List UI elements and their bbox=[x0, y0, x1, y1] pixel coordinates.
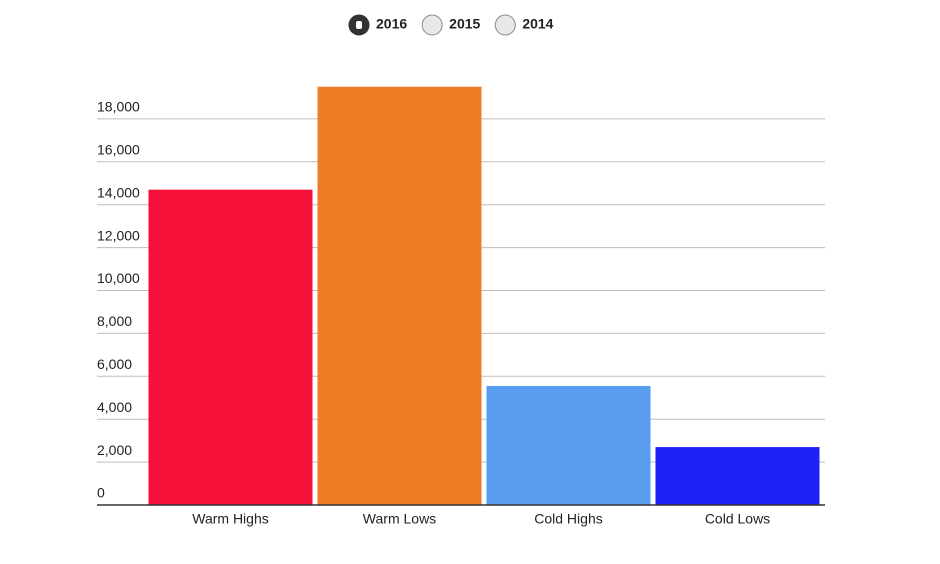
x-tick-label: Warm Lows bbox=[363, 511, 436, 527]
y-tick-label: 6,000 bbox=[97, 356, 132, 372]
legend-option[interactable]: 2016 bbox=[348, 14, 407, 36]
radio bbox=[494, 14, 516, 36]
y-tick-label: 12,000 bbox=[97, 227, 140, 243]
x-tick-label: Cold Lows bbox=[705, 511, 770, 527]
radio bbox=[421, 14, 443, 36]
y-tick-label: 10,000 bbox=[97, 270, 140, 286]
x-tick-label: Warm Highs bbox=[192, 511, 269, 527]
bar bbox=[655, 447, 820, 505]
y-tick-label: 16,000 bbox=[97, 142, 140, 158]
y-tick-label: 2,000 bbox=[97, 442, 132, 458]
y-tick-label: 8,000 bbox=[97, 313, 132, 329]
bar bbox=[148, 189, 313, 505]
y-tick-label: 14,000 bbox=[97, 184, 140, 200]
y-tick-label: 18,000 bbox=[97, 99, 140, 115]
bar bbox=[317, 86, 482, 505]
bar bbox=[486, 385, 651, 505]
legend-label: 2015 bbox=[449, 16, 480, 32]
x-tick-label: Cold Highs bbox=[534, 511, 602, 527]
legend-label: 2016 bbox=[376, 16, 407, 32]
legend-option[interactable]: 2015 bbox=[421, 14, 481, 36]
y-tick-label: 0 bbox=[97, 485, 105, 501]
y-tick-label: 4,000 bbox=[97, 399, 132, 415]
legend-option[interactable]: 2014 bbox=[494, 14, 554, 36]
radio-dot bbox=[356, 21, 362, 29]
legend-label: 2014 bbox=[522, 16, 553, 32]
